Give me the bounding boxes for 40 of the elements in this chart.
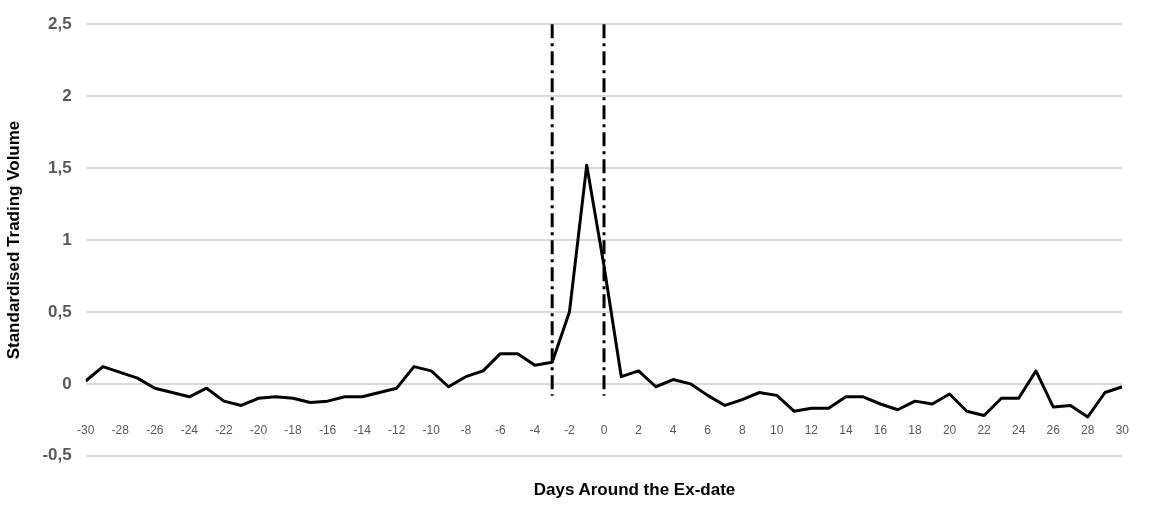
x-tick-label: -26	[146, 423, 164, 438]
y-tick-label: 2,5	[48, 13, 72, 33]
x-tick-label: 18	[908, 423, 922, 438]
x-axis-title: Days Around the Ex-date	[532, 480, 737, 501]
y-tick-label: 2	[62, 85, 72, 105]
x-tick-label: 12	[804, 423, 819, 438]
y-tick-label: 1	[62, 229, 72, 249]
x-tick-label: 24	[1011, 423, 1026, 438]
x-tick-label: 22	[977, 423, 992, 438]
x-tick-label: -8	[460, 423, 472, 438]
x-tick-label: -10	[422, 423, 441, 438]
y-tick-label: 0,5	[48, 301, 72, 321]
x-tick-label: -6	[495, 423, 507, 438]
x-tick-label: -30	[77, 423, 95, 438]
x-tick-label: 8	[738, 423, 746, 438]
x-tick-label: -24	[180, 423, 199, 438]
x-tick-label: 6	[704, 423, 712, 438]
x-tick-label: -4	[529, 423, 541, 438]
x-tick-label: 30	[1115, 423, 1130, 438]
x-tick-label: 16	[873, 423, 888, 438]
y-tick-label: -0,5	[42, 445, 72, 465]
x-tick-label: -18	[284, 423, 303, 438]
x-tick-label: -22	[215, 423, 233, 438]
x-tick-label: 14	[839, 423, 853, 438]
x-tick-label: 10	[770, 423, 784, 438]
x-tick-label: 28	[1081, 423, 1095, 438]
x-tick-label: -14	[353, 423, 372, 438]
x-tick-label: 20	[942, 423, 957, 438]
x-tick-label: 26	[1046, 423, 1061, 438]
x-tick-label: 2	[635, 423, 643, 438]
x-tick-label: 4	[669, 423, 677, 438]
x-tick-label: -2	[564, 423, 576, 438]
x-tick-label: -16	[318, 423, 337, 438]
x-tick-label: -12	[388, 423, 406, 438]
y-tick-label: 1,5	[48, 157, 72, 177]
x-tick-label: -28	[111, 423, 130, 438]
x-tick-label: -20	[249, 423, 268, 438]
y-tick-label: 0	[62, 373, 72, 393]
y-axis-title: Standardised Trading Volume	[3, 120, 23, 360]
x-tick-label: 0	[600, 423, 608, 438]
